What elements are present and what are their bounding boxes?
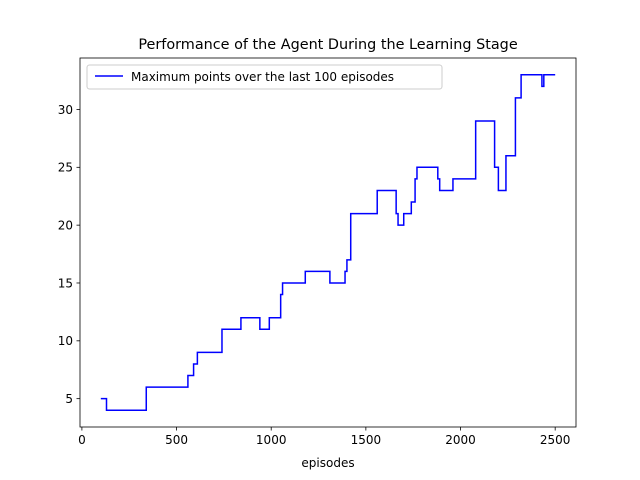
y-tick-label: 15: [58, 276, 73, 290]
x-tick-label: 2500: [540, 433, 571, 447]
x-tick-label: 0: [78, 433, 86, 447]
y-tick-label: 30: [58, 103, 73, 117]
y-tick-label: 5: [65, 392, 73, 406]
y-axis-ticks: 5 10 15 20 25 30: [58, 103, 80, 406]
series-line: [100, 74, 556, 411]
axes-frame: [79, 57, 577, 428]
y-tick-label: 20: [58, 218, 73, 232]
series-line-group: [100, 74, 556, 411]
legend: Maximum points over the last 100 episode…: [86, 64, 443, 90]
y-tick-label: 25: [58, 161, 73, 175]
x-tick-label: 1000: [256, 433, 287, 447]
x-tick-label: 2000: [445, 433, 476, 447]
legend-entry-label: Maximum points over the last 100 episode…: [131, 70, 394, 84]
x-axis-label: episodes: [301, 456, 354, 470]
x-axis-ticks: 0 500 1000 1500 2000 2500: [78, 427, 570, 447]
x-tick-label: 500: [165, 433, 188, 447]
x-tick-label: 1500: [351, 433, 382, 447]
legend-box: [86, 64, 443, 90]
y-tick-label: 10: [58, 334, 73, 348]
chart-title: Performance of the Agent During the Lear…: [138, 37, 517, 53]
